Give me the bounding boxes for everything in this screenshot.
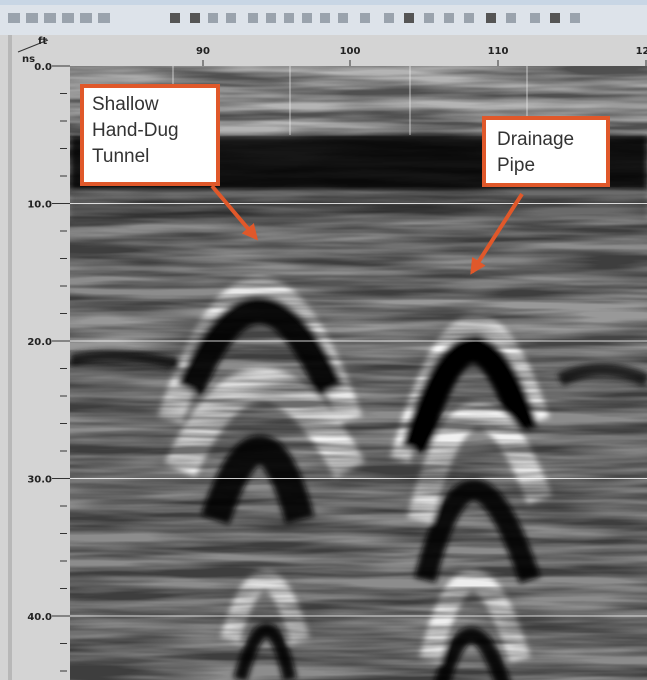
y-tick-label: 40.0 [27,612,52,623]
y-tick-label: 20.0 [27,337,52,348]
page: ft ns 90 100 110 120 0.0 10.0 20.0 30.0 [0,0,647,680]
x-unit: ft [38,36,47,47]
ruler-strip [8,35,12,680]
y-unit: ns [22,54,35,65]
annotation-text: Hand-Dug [92,120,179,141]
annotation-text: Tunnel [92,146,149,167]
annotation-text: Drainage [497,129,574,150]
x-tick-label: 110 [488,46,509,57]
annotation-text: Shallow [92,94,159,115]
x-tick-label: 100 [340,46,361,57]
toolbar-edge [0,0,647,5]
y-tick-label: 10.0 [27,200,52,211]
x-tick-label: 90 [196,46,210,57]
annotation-text: Pipe [497,155,535,176]
y-tick-label: 0.0 [34,62,52,73]
y-tick-label: 30.0 [27,475,52,486]
screenshot: ft ns 90 100 110 120 0.0 10.0 20.0 30.0 [0,0,647,680]
x-tick-label: 120 [636,46,647,57]
